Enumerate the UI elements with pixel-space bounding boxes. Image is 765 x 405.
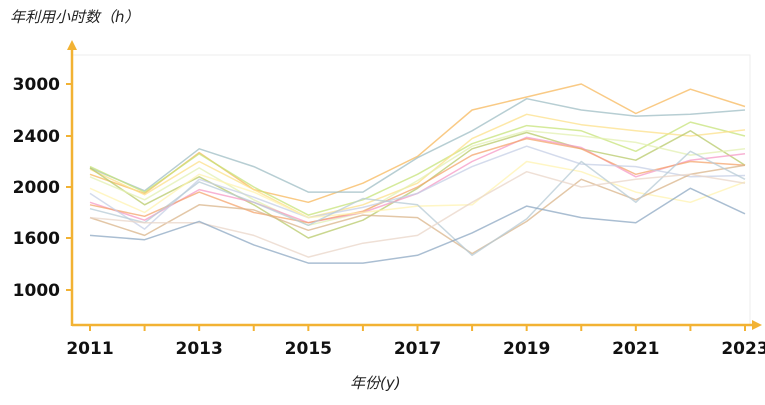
y-tick-label: 1600 [13, 229, 60, 249]
series-line-11 [89, 164, 746, 255]
x-tick-label: 2011 [66, 339, 113, 359]
series-line-14 [89, 187, 746, 264]
series-line-6 [89, 130, 746, 227]
series-line-4 [89, 113, 746, 219]
series-layer [89, 83, 746, 264]
y-tick-label: 2000 [13, 178, 60, 198]
x-tick-label: 2021 [612, 339, 659, 359]
x-axis-title: 年份(y) [350, 374, 401, 392]
x-tick-label: 2013 [176, 339, 223, 359]
ticks-layer: 2011 2013 2015 2017 2019 2021 2023 1000 1600 2000… [13, 75, 765, 359]
y-tick-label: 1000 [13, 281, 60, 301]
series-line-1 [89, 83, 746, 204]
series-line-5 [89, 130, 746, 239]
series-line-9 [89, 145, 746, 230]
x-tick-label: 2017 [394, 339, 441, 359]
series-line-8 [89, 137, 746, 224]
x-tick-label: 2023 [721, 339, 765, 359]
y-axis-arrow [67, 40, 77, 50]
series-line-10 [89, 160, 746, 219]
series-line-3 [89, 121, 746, 216]
y-tick-label: 3000 [13, 75, 60, 95]
y-axis-title: 年利用小时数（h） [10, 8, 140, 26]
x-axis-arrow [752, 320, 762, 330]
x-tick-label: 2019 [503, 339, 550, 359]
y-tick-label: 2400 [13, 127, 60, 147]
x-tick-label: 2015 [285, 339, 332, 359]
series-line-12 [89, 150, 746, 257]
series-line-13 [89, 170, 746, 258]
series-line-2 [89, 97, 746, 193]
